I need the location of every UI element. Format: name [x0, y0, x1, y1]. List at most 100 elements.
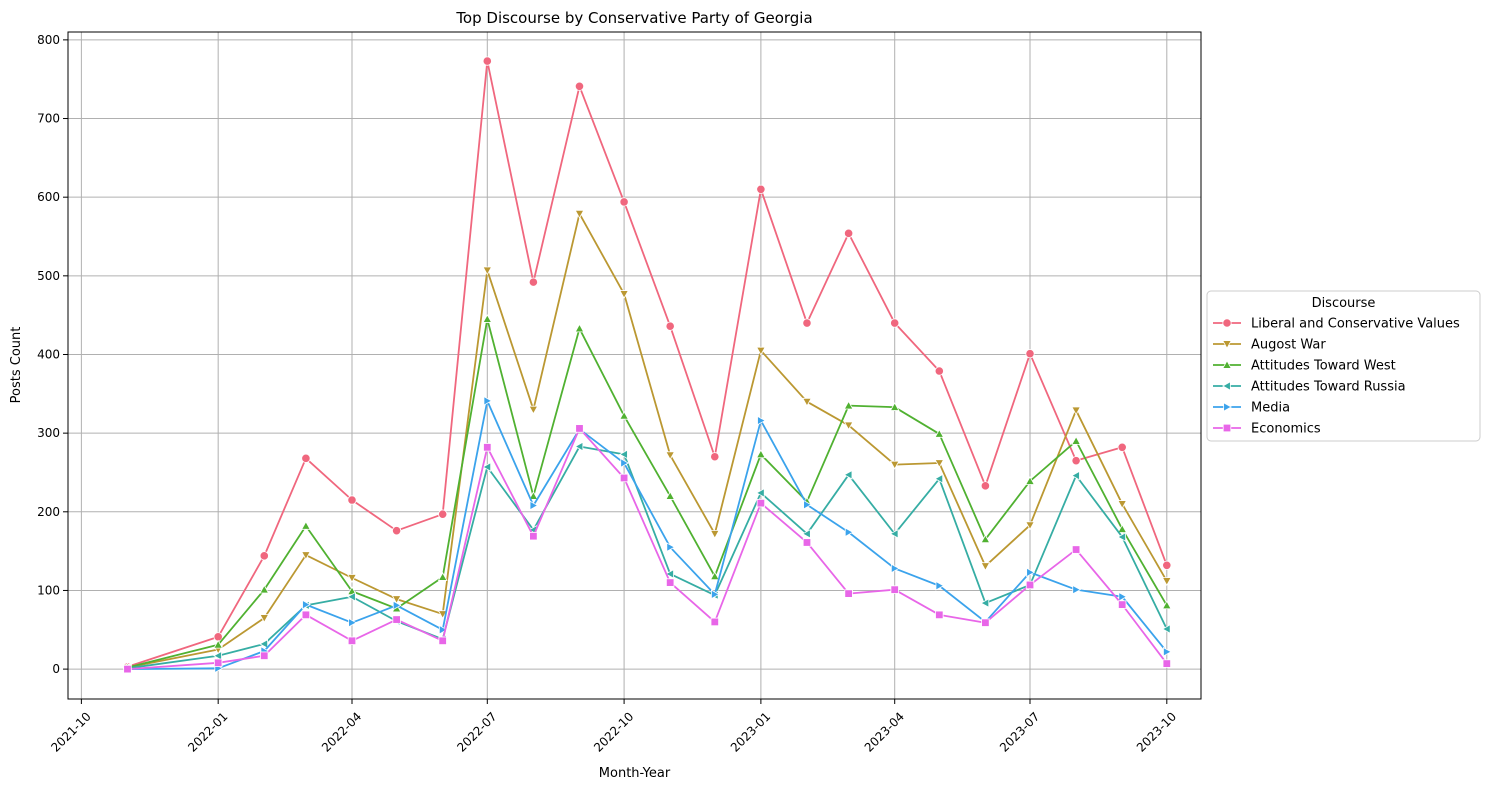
data-point — [980, 562, 991, 572]
legend-label: Augost War — [1251, 338, 1326, 353]
data-point — [482, 266, 493, 276]
y-axis-label: Posts Count — [9, 327, 24, 404]
data-point — [619, 473, 629, 483]
legend: Discourse Liberal and Conservative Value… — [1206, 290, 1481, 442]
data-point — [213, 650, 222, 661]
data-point — [1117, 532, 1126, 542]
data-point — [756, 346, 766, 356]
series-lines — [122, 56, 1172, 674]
series-economics — [123, 424, 1172, 674]
data-point — [1026, 567, 1036, 578]
data-point — [1025, 349, 1035, 359]
data-point — [391, 526, 402, 536]
y-tick-label: 0 — [52, 662, 60, 676]
data-point — [1071, 545, 1081, 554]
data-point — [709, 571, 720, 581]
legend-swatch-marker — [1222, 359, 1232, 369]
data-point — [756, 498, 766, 508]
data-point — [574, 209, 585, 219]
data-point — [935, 610, 944, 620]
data-point — [890, 563, 900, 574]
data-point — [844, 228, 854, 238]
data-point — [529, 500, 539, 511]
y-axis-ticks: 0 100 200 300 400 500 600 700 800 — [37, 33, 68, 676]
y-tick-label: 200 — [37, 505, 60, 519]
data-point — [346, 591, 356, 602]
data-point — [710, 617, 719, 627]
y-tick-label: 800 — [37, 33, 60, 47]
data-point — [575, 424, 584, 433]
y-tick-label: 100 — [37, 583, 60, 597]
data-point — [347, 574, 357, 583]
data-point — [1071, 435, 1081, 445]
data-point — [301, 551, 311, 561]
data-point — [934, 473, 944, 484]
data-point — [980, 481, 991, 491]
data-point — [213, 639, 224, 649]
legend-label: Liberal and Conservative Values — [1251, 317, 1460, 332]
data-point — [980, 598, 990, 608]
data-point — [755, 488, 765, 498]
data-point — [889, 460, 900, 470]
data-point — [528, 491, 539, 500]
data-point — [1161, 577, 1172, 587]
plot-frame — [67, 31, 1202, 700]
y-tick-label: 600 — [37, 190, 60, 204]
legend-item-attitudes-toward-west: Attitudes Toward West — [1213, 359, 1396, 374]
data-point — [392, 600, 402, 611]
data-point — [574, 81, 585, 91]
data-point — [301, 453, 311, 463]
data-point — [844, 527, 854, 538]
data-point — [528, 405, 539, 415]
data-point — [803, 499, 813, 510]
data-point — [1072, 584, 1082, 595]
legend-label: Attitudes Toward West — [1251, 359, 1396, 374]
data-point — [844, 589, 853, 598]
data-point — [802, 397, 812, 407]
data-point — [1117, 600, 1127, 609]
data-point — [301, 610, 311, 620]
legend-title: Discourse — [1312, 296, 1376, 311]
data-point — [259, 551, 269, 561]
data-point — [710, 452, 720, 462]
data-point — [1162, 659, 1172, 668]
data-point — [843, 469, 853, 480]
data-point — [1071, 470, 1080, 481]
data-point — [482, 314, 493, 323]
data-point — [123, 664, 132, 674]
data-point — [619, 449, 628, 460]
legend-entries: Liberal and Conservative Values Augost Wa… — [1213, 317, 1460, 437]
data-point — [1071, 456, 1081, 466]
data-point — [437, 572, 448, 581]
data-point — [482, 462, 492, 472]
data-point — [666, 542, 676, 553]
data-point — [934, 366, 944, 376]
legend-label: Economics — [1251, 422, 1321, 437]
legend-label: Media — [1251, 401, 1290, 416]
data-point — [1117, 442, 1127, 452]
data-point — [934, 459, 945, 469]
data-point — [757, 415, 766, 426]
legend-item-economics: Economics — [1213, 422, 1321, 437]
data-point — [260, 651, 269, 660]
data-point — [259, 614, 270, 624]
data-point — [529, 531, 538, 541]
data-point — [301, 520, 311, 530]
data-point — [483, 396, 493, 406]
data-point — [1071, 406, 1081, 416]
data-point — [302, 599, 311, 610]
data-point — [619, 197, 629, 207]
data-point — [1118, 591, 1128, 602]
data-point — [843, 421, 854, 431]
legend-item-augost-war: Augost War — [1213, 338, 1326, 353]
data-point — [665, 491, 676, 500]
data-point — [259, 584, 270, 594]
legend-swatch-marker — [1222, 318, 1232, 328]
grid — [68, 32, 1201, 699]
data-point — [1025, 476, 1035, 485]
data-point — [1161, 624, 1171, 634]
data-point — [438, 624, 448, 635]
y-tick-label: 500 — [37, 269, 60, 283]
data-point — [665, 321, 675, 331]
